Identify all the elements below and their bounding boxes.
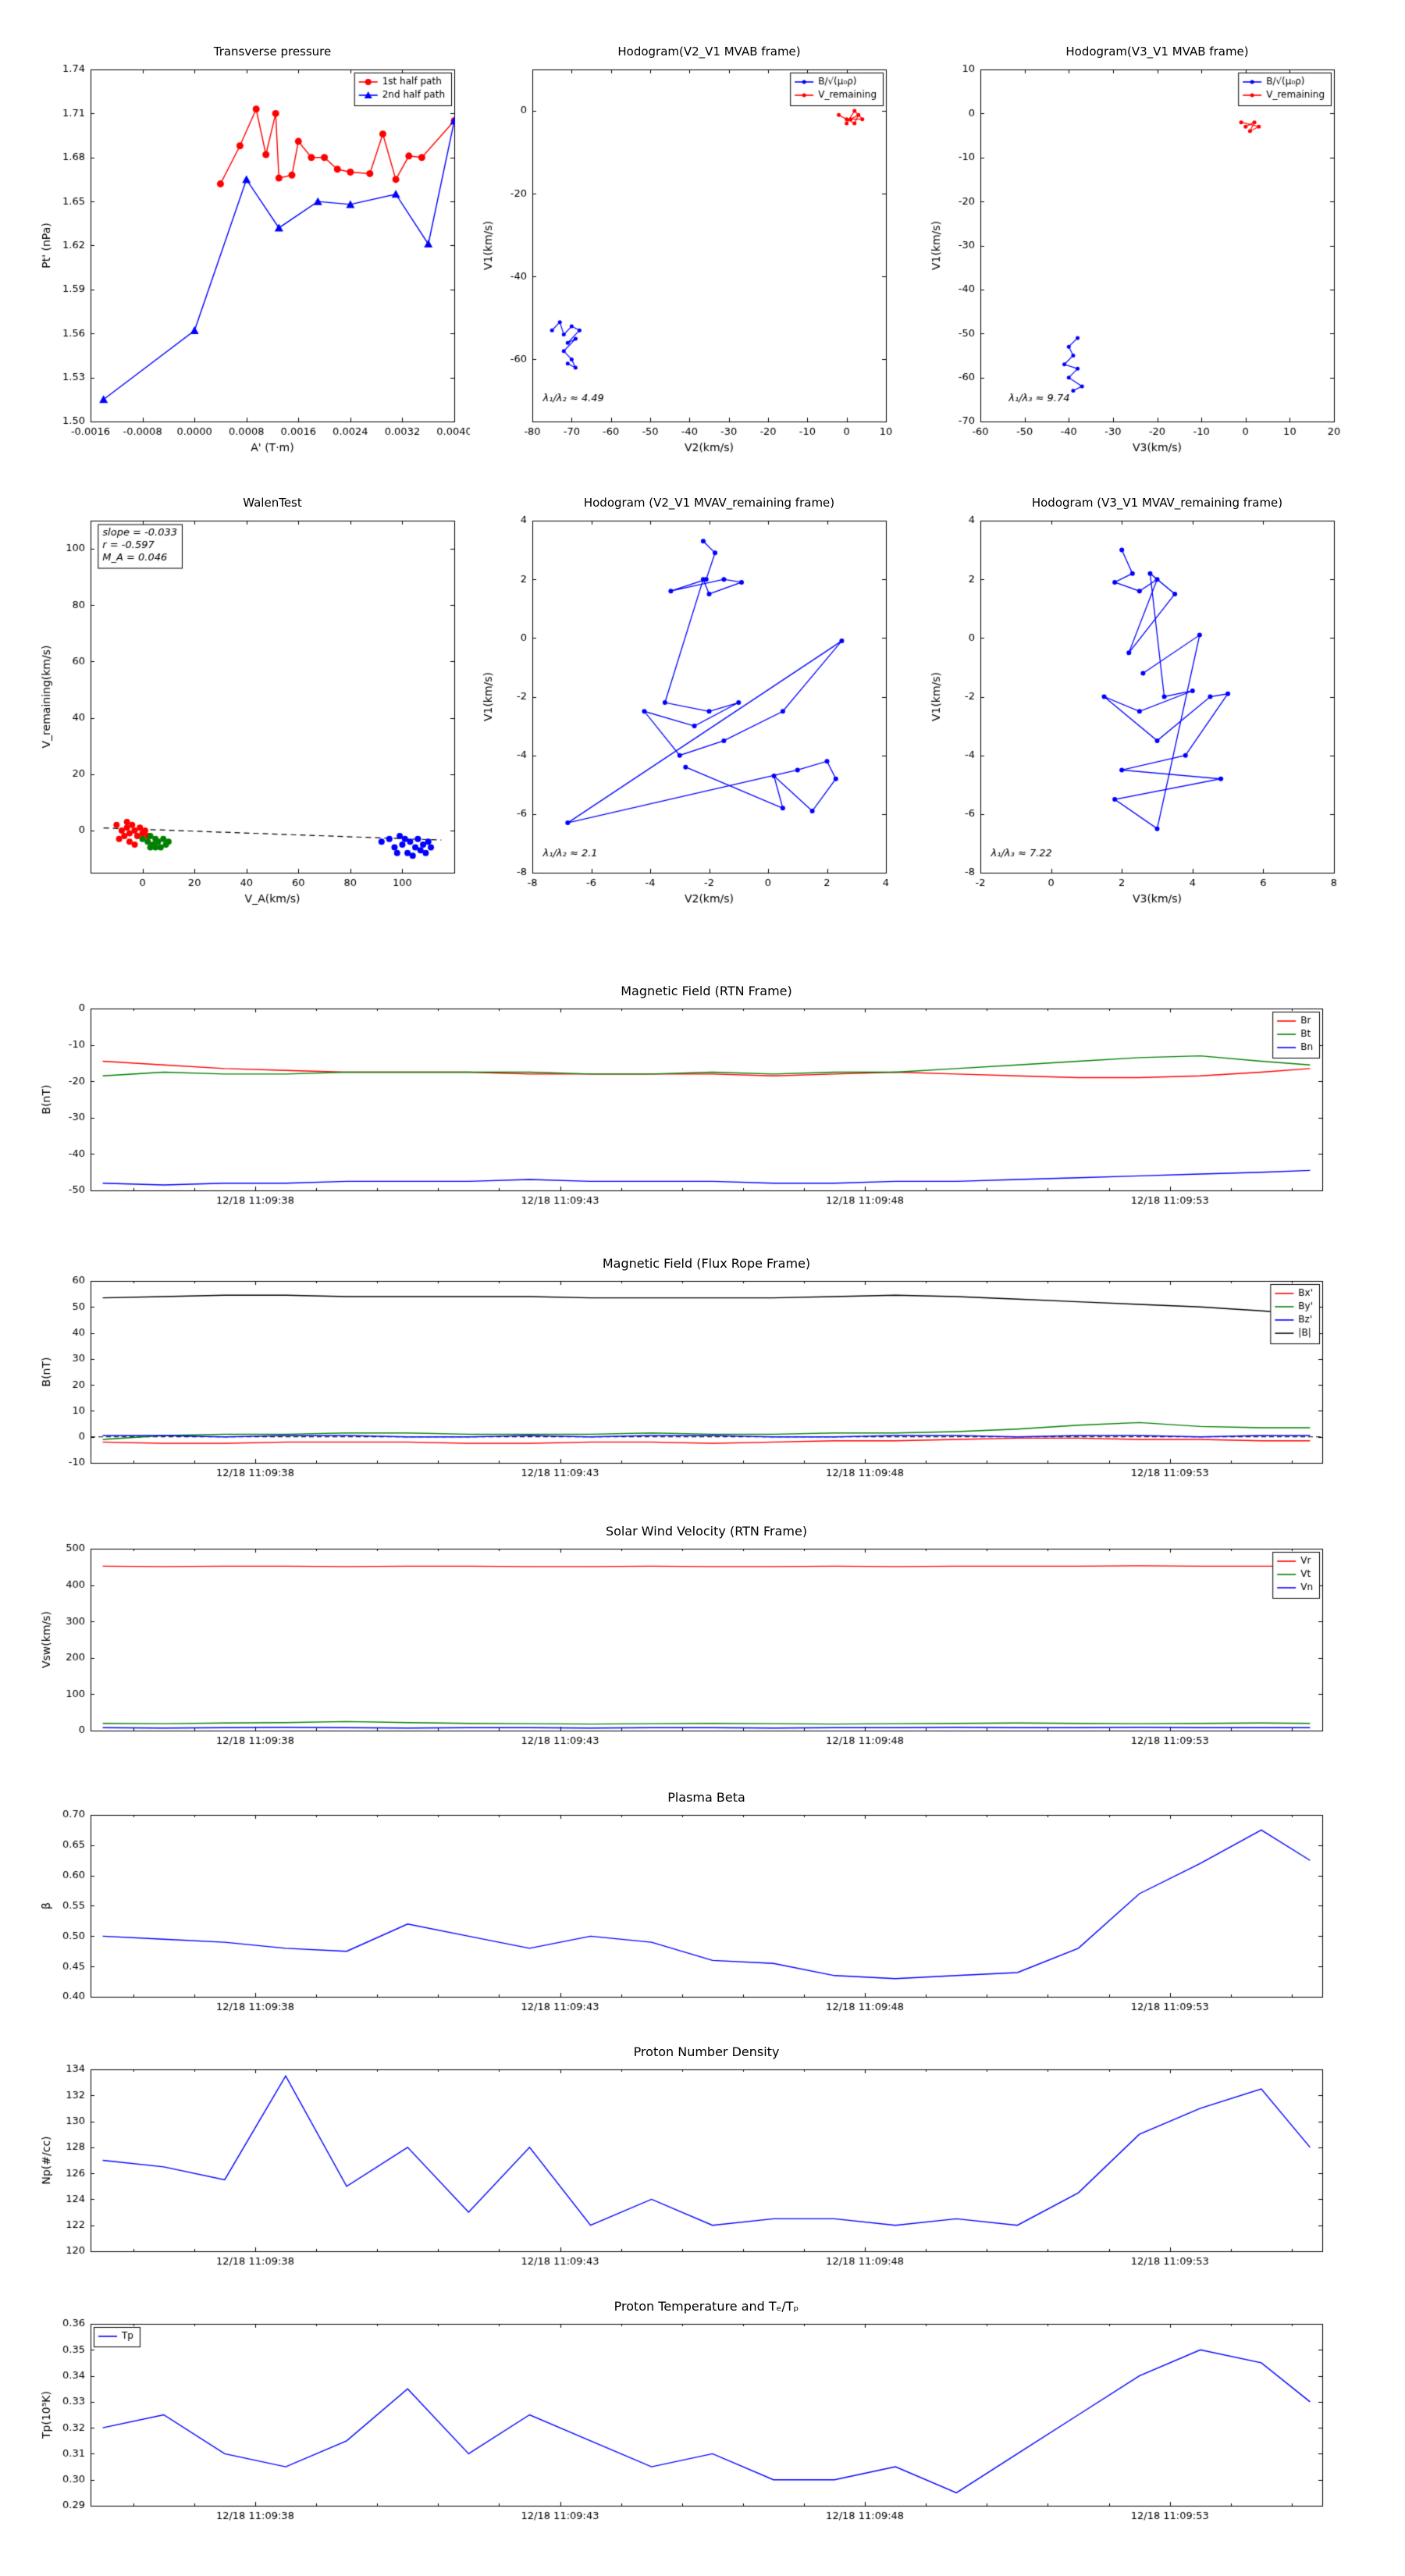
chart-title: Proton Temperature and Tₑ/Tₚ [614, 2299, 799, 2314]
chart-title: Hodogram(V3_V1 MVAB frame) [1065, 44, 1249, 59]
hodogram-v3v1-mvav-plot-canvas [926, 513, 1350, 909]
chart-title: Magnetic Field (RTN Frame) [621, 984, 792, 998]
chart-title: WalenTest [243, 496, 302, 510]
chart-title: Solar Wind Velocity (RTN Frame) [605, 1524, 808, 1539]
magnetic-field-flux-rope-plot-canvas [36, 1273, 1338, 1499]
solar-wind-velocity-plot-canvas [36, 1541, 1338, 1767]
panel-plasma-beta: Plasma Beta [36, 1788, 1338, 2033]
panel-solar-wind-velocity: Solar Wind Velocity (RTN Frame) [36, 1522, 1338, 1767]
panel-magnetic-field-rtn: Magnetic Field (RTN Frame) [36, 982, 1338, 1226]
hodogram-v2v1-mvav-plot-canvas [478, 513, 902, 909]
panel-magnetic-field-flux-rope: Magnetic Field (Flux Rope Frame) [36, 1254, 1338, 1499]
panel-hodogram-v3v1-mvab: Hodogram(V3_V1 MVAB frame) [926, 43, 1350, 457]
panel-hodogram-v2v1-mvab: Hodogram(V2_V1 MVAB frame) [478, 43, 902, 457]
transverse-pressure-plot-canvas [36, 62, 470, 457]
panel-transverse-pressure: Transverse pressure [36, 43, 470, 457]
hodogram-v2v1-mvab-plot-canvas [478, 62, 902, 457]
chart-title: Magnetic Field (Flux Rope Frame) [602, 1256, 811, 1271]
chart-title: Plasma Beta [667, 1790, 745, 1805]
chart-title: Hodogram (V2_V1 MVAV_remaining frame) [583, 496, 835, 510]
magnetic-field-rtn-plot-canvas [36, 1001, 1338, 1226]
panel-hodogram-v2v1-mvav: Hodogram (V2_V1 MVAV_remaining frame) [478, 494, 902, 909]
panel-proton-density: Proton Number Density [36, 2043, 1338, 2287]
plasma-beta-plot-canvas [36, 1807, 1338, 2033]
chart-title: Hodogram(V2_V1 MVAB frame) [617, 44, 801, 59]
proton-temperature-plot-canvas [36, 2316, 1338, 2542]
proton-density-plot-canvas [36, 2062, 1338, 2287]
panel-proton-temperature: Proton Temperature and Tₑ/Tₚ [36, 2297, 1338, 2542]
walen-test-plot-canvas [36, 513, 470, 909]
chart-title: Transverse pressure [213, 44, 332, 59]
panel-walen-test: WalenTest [36, 494, 470, 909]
panel-hodogram-v3v1-mvav: Hodogram (V3_V1 MVAV_remaining frame) [926, 494, 1350, 909]
chart-title: Hodogram (V3_V1 MVAV_remaining frame) [1031, 496, 1283, 510]
hodogram-v3v1-mvab-plot-canvas [926, 62, 1350, 457]
chart-title: Proton Number Density [633, 2044, 780, 2059]
